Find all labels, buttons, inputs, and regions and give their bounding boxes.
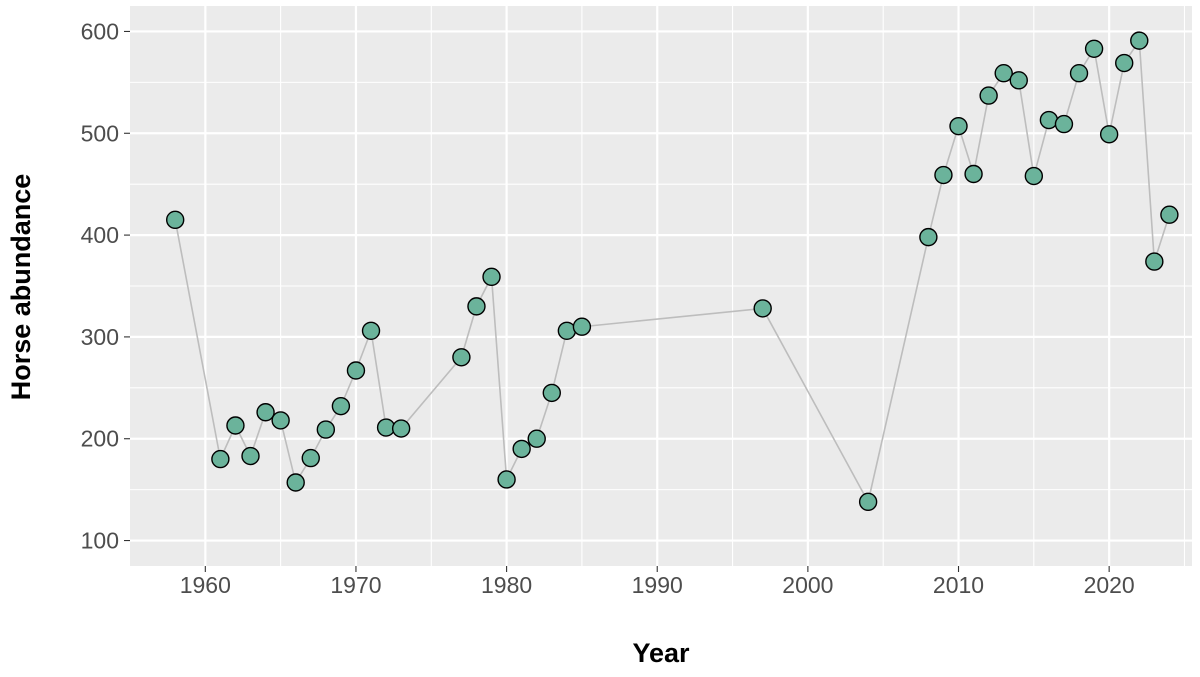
data-point: [452, 348, 471, 367]
data-point: [1099, 125, 1119, 144]
data-point: [286, 473, 305, 492]
x-tick-label: 2010: [933, 572, 984, 598]
data-point: [557, 321, 577, 340]
y-tick-label: 100: [81, 528, 119, 554]
x-tick-label: 1990: [632, 572, 683, 598]
data-point: [226, 416, 245, 435]
data-points: [165, 31, 1179, 512]
data-point: [211, 449, 230, 469]
data-point: [512, 439, 531, 459]
y-tick-label: 200: [81, 426, 119, 452]
data-point: [1024, 166, 1044, 186]
x-axis-tick-labels: 1960 1970 1980 1990 2000 2010 2020: [180, 572, 1135, 598]
data-point: [1084, 39, 1104, 58]
data-point: [1054, 114, 1074, 134]
data-point: [1145, 252, 1164, 271]
y-axis-tick-labels: 100 200 300 400 500 600: [81, 18, 119, 553]
minor-gridlines: [130, 6, 1192, 566]
data-point: [934, 165, 953, 185]
data-point: [1130, 31, 1149, 50]
data-point: [316, 420, 336, 439]
data-point: [949, 116, 968, 136]
x-tick-label: 1960: [180, 572, 231, 598]
data-point: [1069, 63, 1089, 83]
data-point: [482, 267, 501, 287]
x-tick-label: 2000: [782, 572, 833, 598]
y-tick-label: 500: [81, 120, 119, 146]
data-point: [858, 492, 878, 512]
data-point: [527, 429, 546, 448]
data-point: [467, 297, 486, 316]
major-gridlines: [130, 6, 1192, 566]
x-axis-title: Year: [632, 638, 690, 668]
data-point: [542, 383, 561, 403]
data-point: [753, 299, 772, 318]
data-point: [271, 411, 290, 430]
data-point: [301, 448, 320, 468]
axis-ticks: [124, 30, 1110, 572]
x-tick-label: 1970: [330, 572, 381, 598]
data-point: [994, 63, 1013, 83]
data-point: [1115, 53, 1134, 73]
data-point: [346, 361, 366, 380]
data-point: [165, 210, 185, 230]
y-tick-label: 400: [81, 222, 119, 248]
data-point: [1009, 71, 1028, 90]
data-point: [497, 470, 516, 489]
data-point: [256, 403, 275, 422]
data-point: [1039, 110, 1059, 130]
data-point: [241, 446, 260, 466]
x-tick-label: 1980: [481, 572, 532, 598]
x-tick-label: 2020: [1084, 572, 1135, 598]
data-point: [919, 227, 938, 247]
data-point: [361, 321, 381, 340]
data-point: [331, 396, 351, 416]
data-point: [964, 164, 983, 184]
data-point: [979, 86, 998, 105]
data-point: [572, 317, 592, 336]
y-axis-title: Horse abundance: [6, 174, 36, 401]
data-point: [391, 419, 411, 438]
y-tick-label: 600: [81, 18, 119, 44]
data-point: [1160, 205, 1179, 224]
y-tick-label: 300: [81, 324, 119, 350]
